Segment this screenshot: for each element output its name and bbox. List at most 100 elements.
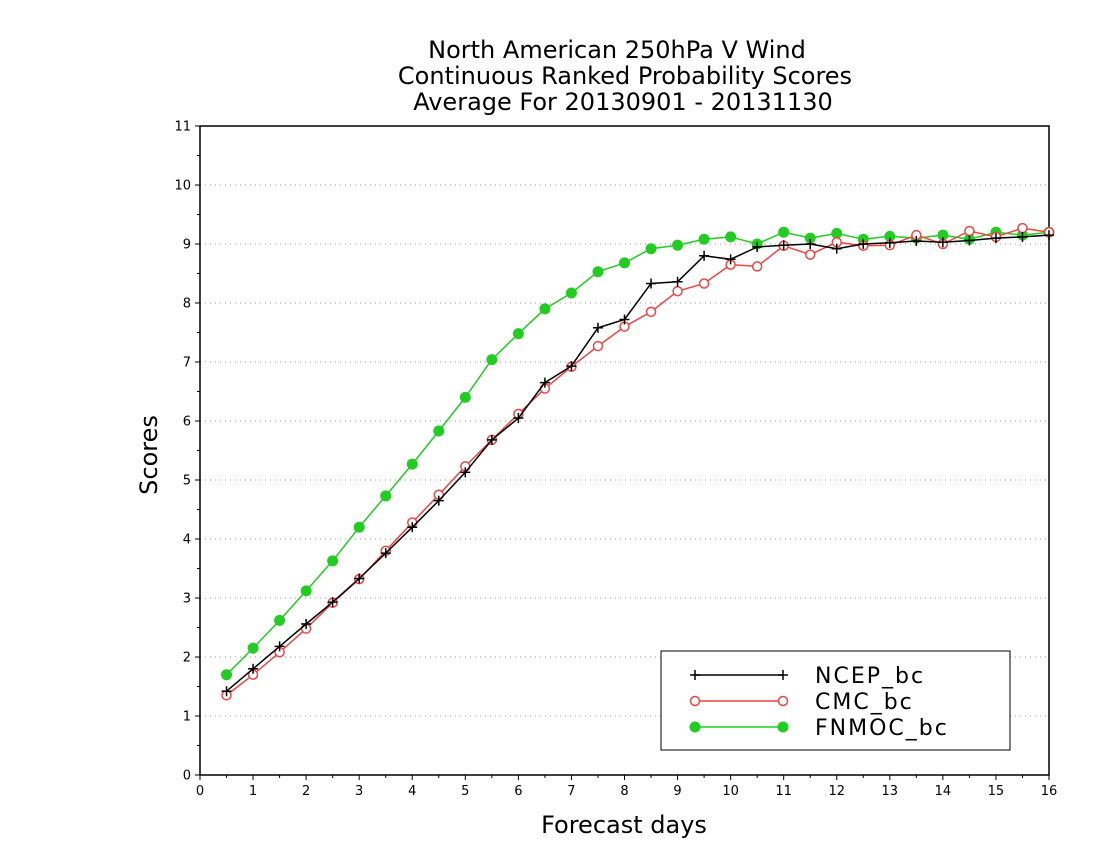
x-tick-label: 0	[196, 784, 204, 799]
fnmoc-bc-point	[300, 585, 312, 597]
x-tick-label: 13	[882, 784, 899, 799]
x-tick-label: 14	[935, 784, 952, 799]
legend-samples	[689, 670, 789, 733]
ncep-bc-point	[831, 243, 842, 254]
ncep-bc-point	[301, 618, 312, 629]
ncep-bc-point	[274, 641, 285, 652]
legend-ncep-bc-end-point	[778, 670, 788, 680]
x-tick-label: 16	[1041, 784, 1058, 799]
ncep-bc-point	[566, 361, 577, 372]
fnmoc-bc-point	[831, 227, 843, 239]
fnmoc-bc-point	[247, 642, 259, 654]
fnmoc-bc-point	[433, 425, 445, 437]
ncep-bc-point	[354, 573, 365, 584]
chart-title-line-3: Average For 20130901 - 20131130	[413, 88, 833, 116]
x-tick-label: 9	[673, 784, 681, 799]
ncep-bc-point	[460, 467, 471, 478]
y-tick-label: 2	[183, 651, 191, 666]
series-fnmoc-bc	[221, 226, 1055, 681]
ncep-bc-point	[221, 686, 232, 697]
ncep-bc-point	[990, 233, 1001, 244]
legend-label-fnmoc: FNMOC_bc	[815, 716, 949, 741]
y-tick-label: 6	[183, 415, 191, 430]
legend-fnmoc-bc-start-point	[689, 721, 701, 733]
y-tick-label: 7	[183, 356, 191, 371]
cmc-bc-point	[1017, 222, 1028, 234]
ncep-bc-point	[248, 663, 259, 674]
legend-cmc-bc-end-point	[777, 695, 789, 707]
series-line-ncep-bc	[226, 234, 1050, 692]
legend-sample-cmc-bc	[689, 695, 789, 707]
cmc-bc-point	[698, 278, 710, 289]
fnmoc-bc-point	[619, 257, 630, 269]
ncep-bc-point	[486, 434, 497, 445]
ncep-bc-point	[1044, 230, 1054, 241]
ncep-bc-point	[752, 241, 763, 252]
series-cmc-bc	[221, 222, 1055, 701]
x-tick-label: 11	[775, 784, 792, 799]
fnmoc-bc-point	[778, 226, 790, 238]
ncep-bc-point	[592, 322, 603, 333]
fnmoc-bc-point	[221, 669, 233, 681]
chart-title-line-1: North American 250hPa V Wind	[428, 36, 806, 64]
ncep-bc-point	[407, 522, 418, 533]
ncep-bc-point	[725, 254, 736, 265]
fnmoc-bc-point	[725, 231, 737, 243]
fnmoc-bc-point	[353, 521, 365, 533]
x-tick-label: 4	[408, 784, 416, 799]
fnmoc-bc-point	[486, 354, 498, 366]
ncep-bc-point	[805, 239, 816, 249]
fnmoc-bc-point	[645, 243, 657, 255]
y-axis-ticks: 0 1 2 3 4 5 6 7 8 9 10 11	[174, 120, 200, 784]
legend-sample-ncep-bc	[690, 670, 788, 680]
ncep-bc-point	[858, 239, 869, 249]
y-tick-label: 10	[174, 179, 191, 194]
x-tick-label: 7	[567, 784, 575, 799]
x-tick-label: 5	[461, 784, 469, 799]
legend-cmc-bc-start-point	[689, 695, 701, 707]
ncep-bc-point	[778, 240, 789, 251]
x-tick-label: 8	[620, 784, 628, 799]
fnmoc-bc-point	[672, 239, 684, 251]
ncep-bc-point	[327, 597, 338, 608]
y-axis-title: Scores	[135, 415, 163, 495]
x-tick-label: 10	[722, 784, 739, 799]
ncep-bc-point	[646, 278, 657, 289]
cmc-bc-point	[751, 261, 763, 272]
x-axis-ticks: 0 1 2 3 4 5 6 7 8 9 10 11 12 13 14 15 16	[196, 775, 1057, 799]
ncep-bc-point	[964, 235, 975, 246]
x-tick-label: 12	[828, 784, 845, 799]
ncep-bc-point	[911, 236, 922, 247]
x-tick-label: 15	[988, 784, 1005, 799]
cmc-bc-point	[964, 225, 975, 237]
x-axis-title: Forecast days	[541, 811, 707, 839]
ncep-bc-point	[539, 377, 550, 388]
chart-title: North American 250hPa V Wind Continuous …	[398, 36, 852, 116]
ncep-bc-point	[380, 548, 391, 559]
fnmoc-bc-point	[406, 458, 418, 470]
y-tick-label: 0	[183, 769, 191, 784]
fnmoc-bc-point	[565, 287, 577, 299]
ncep-bc-point	[937, 237, 948, 248]
legend-label-cmc: CMC_bc	[815, 690, 914, 715]
x-tick-label: 3	[355, 784, 363, 799]
legend-ncep-bc-start-point	[690, 670, 700, 680]
series-line-fnmoc-bc	[225, 231, 1050, 676]
ncep-bc-point	[884, 237, 895, 248]
y-tick-label: 5	[183, 474, 191, 489]
y-tick-label: 4	[183, 533, 191, 548]
cmc-bc-point	[672, 285, 683, 297]
legend: NCEP_bc CMC_bc FNMOC_bc	[660, 650, 1011, 751]
fnmoc-bc-point	[698, 233, 710, 245]
fnmoc-bc-point	[380, 490, 392, 502]
legend-sample-fnmoc-bc	[689, 721, 789, 733]
x-tick-label: 6	[514, 784, 522, 799]
fnmoc-bc-point	[539, 303, 551, 315]
series-line-cmc-bc	[226, 227, 1050, 696]
cmc-bc-point	[804, 249, 816, 260]
series-ncep-bc	[221, 230, 1054, 697]
fnmoc-bc-point	[274, 614, 286, 626]
ncep-bc-point	[672, 276, 683, 287]
cmc-bc-point	[645, 306, 657, 318]
fnmoc-bc-point	[459, 391, 471, 403]
